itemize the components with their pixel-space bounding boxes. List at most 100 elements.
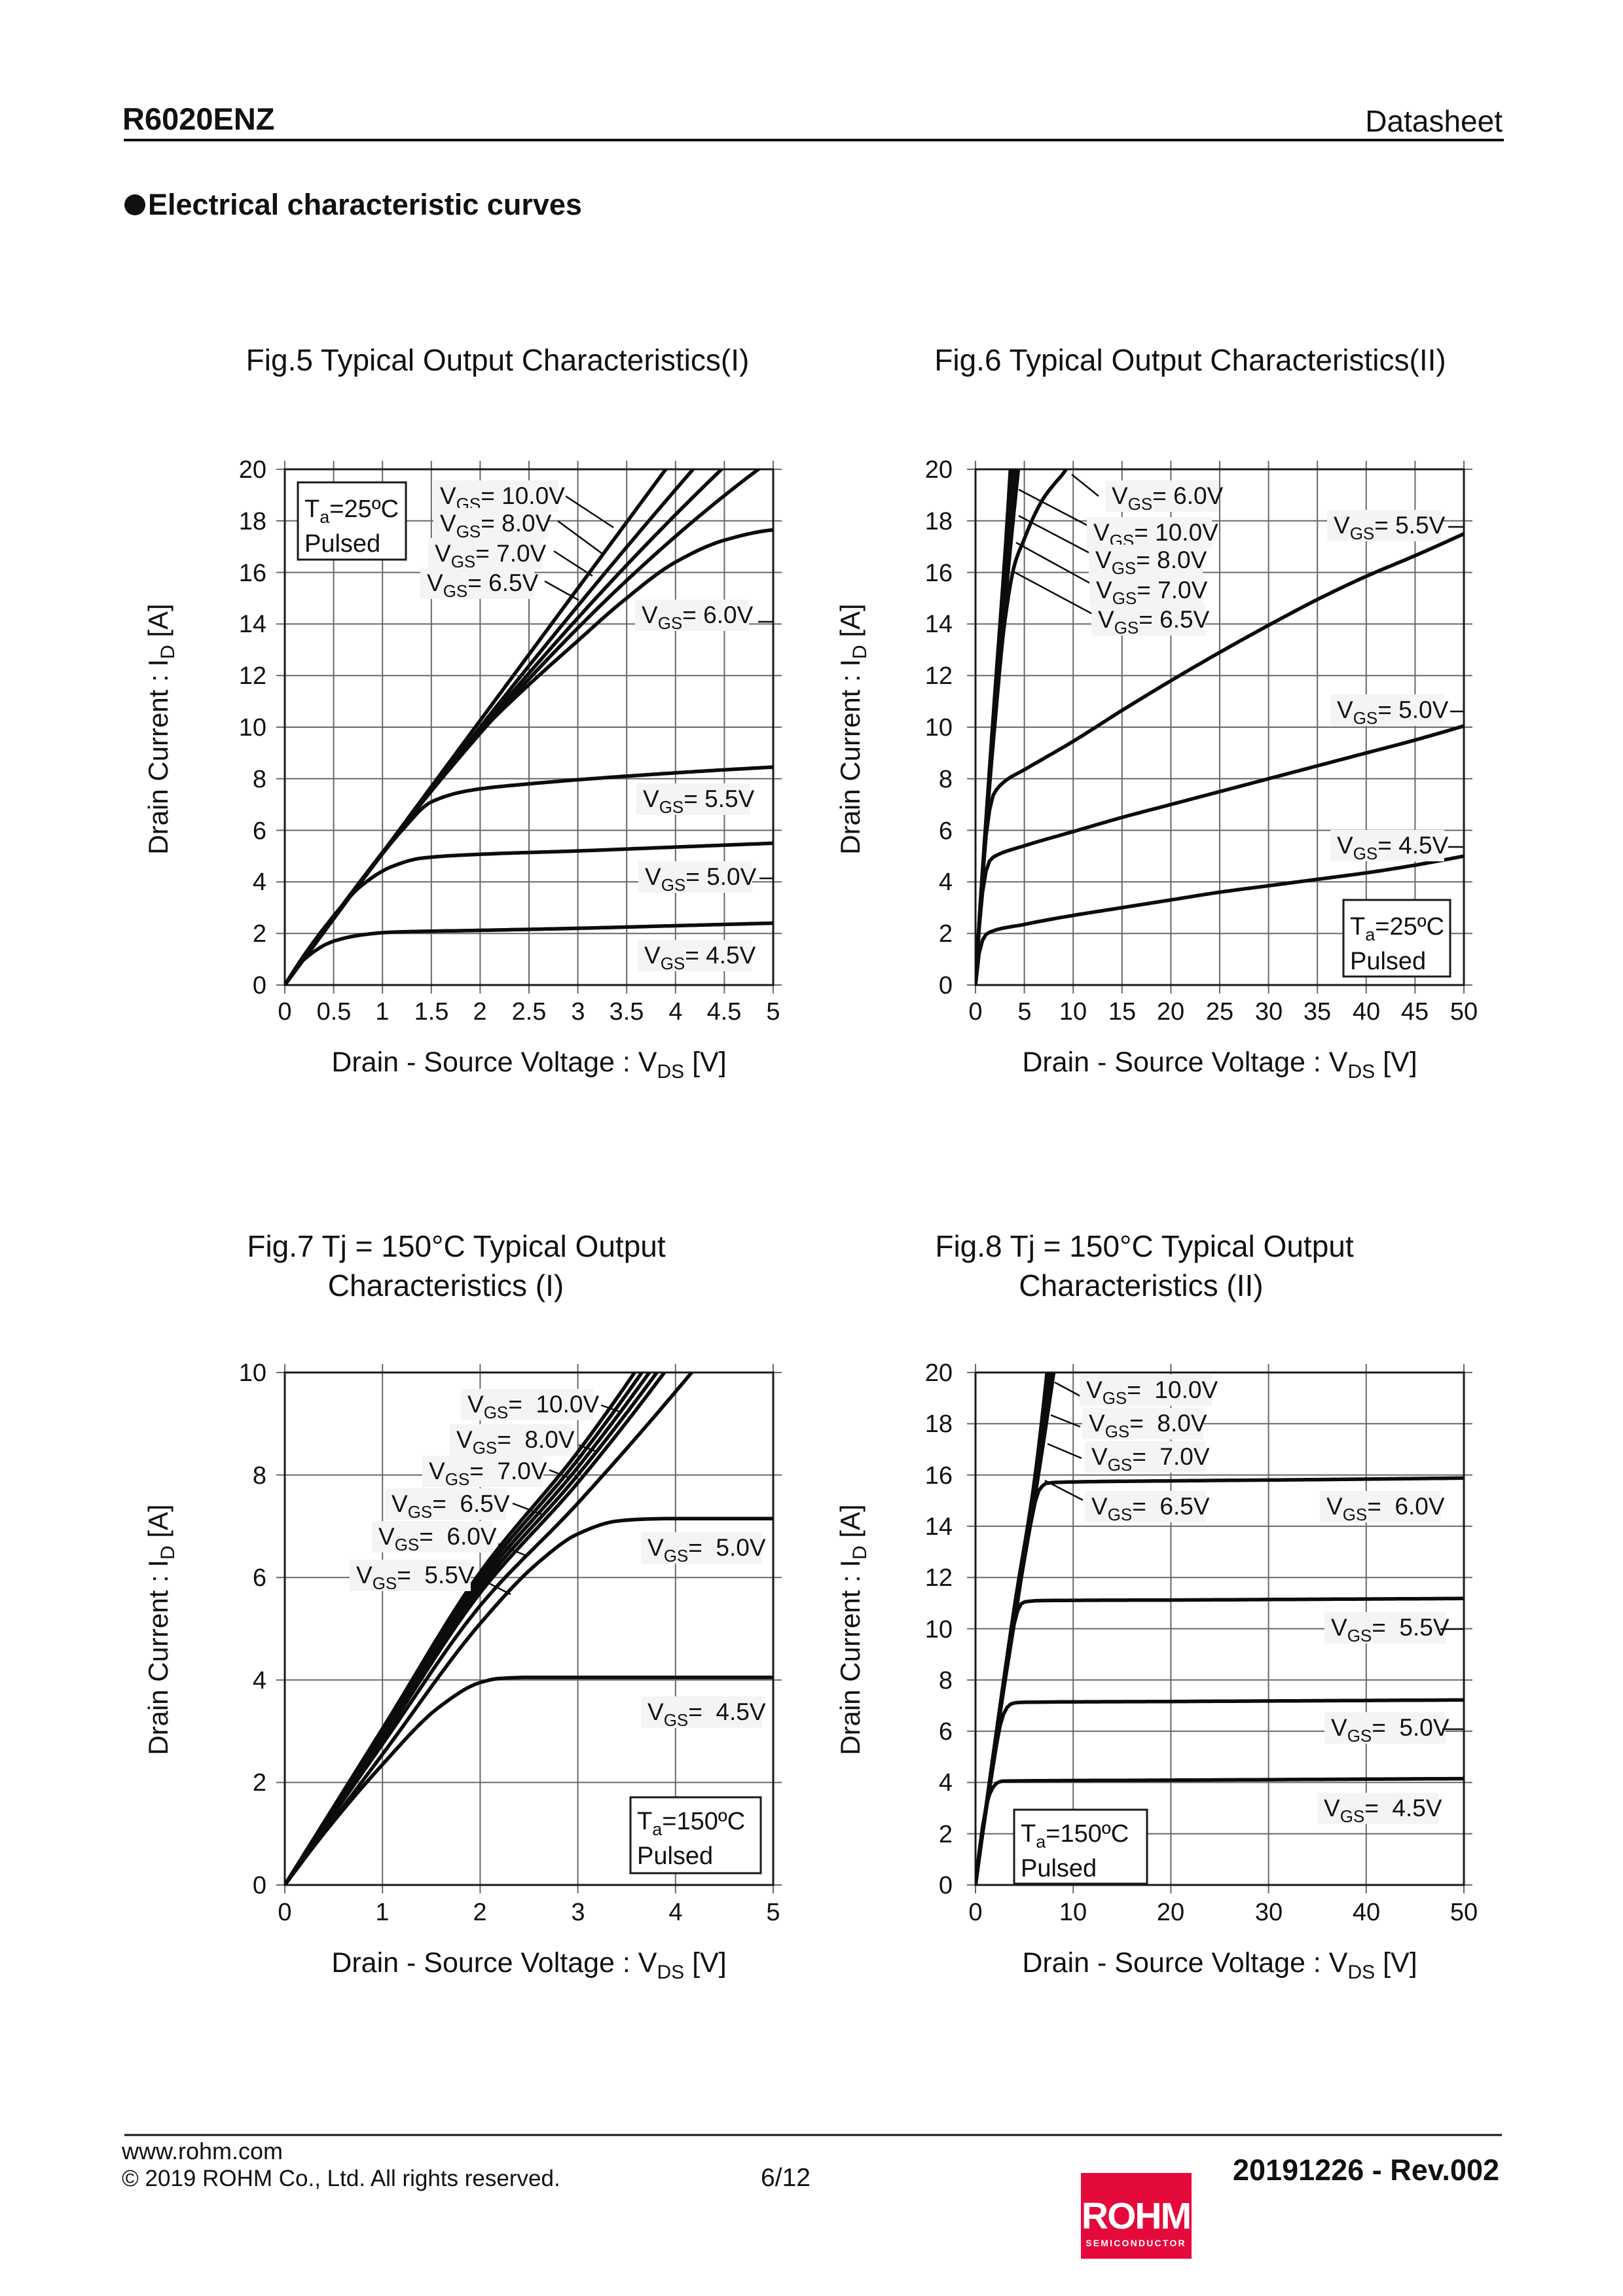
svg-text:Fig.8 Tj = 150°C Typical Outpu: Fig.8 Tj = 150°C Typical Output	[935, 1229, 1354, 1263]
svg-text:0: 0	[278, 1899, 291, 1926]
svg-text:Pulsed: Pulsed	[1350, 948, 1426, 975]
svg-text:10: 10	[1059, 1899, 1087, 1926]
svg-text:VGS= 5.5V: VGS= 5.5V	[1334, 512, 1446, 543]
svg-text:10: 10	[239, 1359, 266, 1387]
svg-text:Ta=150ºC: Ta=150ºC	[637, 1808, 745, 1839]
svg-text:© 2019 ROHM Co., Ltd. All righ: © 2019 ROHM Co., Ltd. All rights reserve…	[122, 2166, 560, 2191]
svg-text:VGS= 8.0V: VGS= 8.0V	[1089, 1410, 1207, 1441]
svg-text:VGS= 7.0V: VGS= 7.0V	[429, 1458, 547, 1489]
svg-text:VGS= 10.0V: VGS= 10.0V	[467, 1391, 599, 1422]
svg-text:16: 16	[239, 560, 266, 587]
svg-text:6: 6	[939, 817, 953, 845]
svg-text:16: 16	[925, 560, 953, 587]
svg-text:8: 8	[253, 1462, 266, 1490]
svg-text:4: 4	[668, 1899, 682, 1926]
svg-text:5: 5	[1017, 998, 1031, 1026]
svg-text:VGS= 7.0V: VGS= 7.0V	[1091, 1443, 1210, 1475]
svg-text:4: 4	[668, 998, 682, 1026]
svg-text:16: 16	[925, 1462, 953, 1490]
svg-text:6/12: 6/12	[761, 2164, 811, 2192]
svg-text:2: 2	[253, 920, 266, 948]
svg-text:Fig.7 Tj = 150°C Typical Outpu: Fig.7 Tj = 150°C Typical Output	[247, 1229, 666, 1263]
svg-text:Electrical characteristic curv: Electrical characteristic curves	[148, 188, 582, 221]
svg-text:5: 5	[766, 1899, 780, 1926]
svg-text:0: 0	[253, 972, 266, 999]
svg-text:35: 35	[1304, 998, 1331, 1026]
svg-text:2: 2	[253, 1769, 266, 1797]
svg-text:VGS= 6.0V: VGS= 6.0V	[378, 1523, 497, 1554]
svg-text:1: 1	[375, 1899, 389, 1926]
svg-text:6: 6	[253, 817, 266, 845]
svg-text:20: 20	[1157, 998, 1184, 1026]
svg-text:25: 25	[1206, 998, 1233, 1026]
svg-text:Ta=25ºC: Ta=25ºC	[1350, 913, 1444, 944]
svg-text:20: 20	[239, 456, 266, 484]
svg-text:0: 0	[939, 972, 953, 999]
svg-text:0: 0	[968, 998, 982, 1026]
svg-text:10: 10	[925, 1616, 953, 1643]
svg-text:12: 12	[239, 662, 266, 690]
svg-text:SEMICONDUCTOR: SEMICONDUCTOR	[1085, 2238, 1186, 2248]
svg-text:VGS= 6.5V: VGS= 6.5V	[427, 569, 539, 601]
svg-text:1: 1	[375, 998, 389, 1026]
svg-text:8: 8	[939, 766, 953, 793]
svg-text:20: 20	[1157, 1899, 1184, 1926]
svg-text:Drain Current : ID [A]: Drain Current : ID [A]	[835, 603, 871, 854]
svg-text:VGS= 8.0V: VGS= 8.0V	[1095, 547, 1207, 578]
svg-text:18: 18	[239, 508, 266, 535]
svg-text:15: 15	[1108, 998, 1136, 1026]
svg-text:6: 6	[253, 1564, 266, 1592]
svg-text:4.5: 4.5	[707, 998, 742, 1026]
svg-text:10: 10	[925, 714, 953, 742]
svg-text:10: 10	[239, 714, 266, 742]
svg-text:2: 2	[473, 1899, 486, 1926]
svg-text:Pulsed: Pulsed	[637, 1842, 713, 1870]
svg-text:10: 10	[1059, 998, 1087, 1026]
svg-text:30: 30	[1255, 998, 1283, 1026]
svg-text:VGS= 6.5V: VGS= 6.5V	[392, 1490, 510, 1522]
svg-text:3: 3	[571, 998, 585, 1026]
svg-text:5: 5	[766, 998, 780, 1026]
svg-text:40: 40	[1353, 1899, 1380, 1926]
svg-text:14: 14	[239, 611, 266, 638]
svg-text:4: 4	[253, 869, 266, 896]
svg-text:0: 0	[253, 1872, 266, 1899]
svg-text:Drain Current : ID [A]: Drain Current : ID [A]	[143, 603, 179, 854]
svg-text:www.rohm.com: www.rohm.com	[121, 2138, 283, 2164]
svg-text:Pulsed: Pulsed	[1021, 1855, 1097, 1882]
svg-text:30: 30	[1255, 1899, 1283, 1926]
svg-text:6: 6	[939, 1718, 953, 1746]
svg-text:18: 18	[925, 1410, 953, 1438]
svg-text:8: 8	[253, 766, 266, 793]
svg-text:50: 50	[1450, 998, 1478, 1026]
svg-text:20191226 - Rev.002: 20191226 - Rev.002	[1233, 2153, 1499, 2187]
svg-text:20: 20	[925, 456, 953, 484]
svg-text:12: 12	[925, 662, 953, 690]
svg-text:2: 2	[473, 998, 486, 1026]
svg-text:8: 8	[939, 1667, 953, 1695]
svg-text:4: 4	[939, 1769, 953, 1797]
svg-text:2.5: 2.5	[512, 998, 547, 1026]
svg-text:VGS= 5.0V: VGS= 5.0V	[1337, 696, 1449, 728]
svg-text:Datasheet: Datasheet	[1365, 104, 1503, 138]
svg-text:12: 12	[925, 1564, 953, 1592]
svg-text:4: 4	[939, 869, 953, 896]
svg-text:20: 20	[925, 1359, 953, 1387]
svg-text:40: 40	[1353, 998, 1380, 1026]
svg-text:45: 45	[1401, 998, 1429, 1026]
svg-text:0: 0	[278, 998, 291, 1026]
svg-text:VGS= 4.5V: VGS= 4.5V	[1324, 1795, 1442, 1826]
svg-text:18: 18	[925, 508, 953, 535]
svg-text:2: 2	[939, 920, 953, 948]
svg-text:4: 4	[253, 1667, 266, 1695]
svg-text:14: 14	[925, 611, 953, 638]
svg-text:Characteristics (II): Characteristics (II)	[1019, 1268, 1263, 1302]
svg-text:14: 14	[925, 1513, 953, 1541]
svg-text:Drain Current : ID [A]: Drain Current : ID [A]	[143, 1504, 179, 1755]
svg-text:3.5: 3.5	[610, 998, 644, 1026]
svg-text:50: 50	[1450, 1899, 1478, 1926]
svg-text:0.5: 0.5	[317, 998, 352, 1026]
svg-text:2: 2	[939, 1821, 953, 1848]
svg-text:VGS= 6.5V: VGS= 6.5V	[1098, 606, 1210, 637]
svg-text:Fig.6 Typical Output Character: Fig.6 Typical Output Characteristics(II)	[934, 343, 1446, 377]
